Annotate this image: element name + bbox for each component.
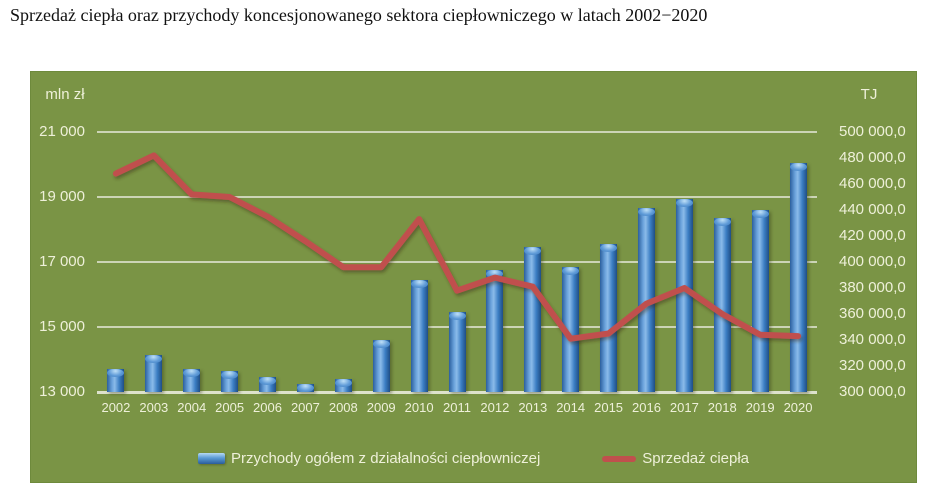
x-axis-tick-label: 2013 xyxy=(518,400,548,415)
left-axis-title: mln zł xyxy=(45,86,85,103)
x-axis-tick-label: 2005 xyxy=(215,400,245,415)
legend-label-heat-sales: Sprzedaż ciepła xyxy=(642,450,750,467)
bar-cap xyxy=(713,218,731,227)
bar-2018 xyxy=(713,218,731,392)
left-axis-tick-label: 17 000 xyxy=(39,253,85,270)
right-axis-title: TJ xyxy=(860,86,878,103)
right-axis-tick-label: 360 000,0 xyxy=(839,305,906,322)
x-axis-tick-label: 2011 xyxy=(443,400,471,415)
right-axis-tick-label: 380 000,0 xyxy=(839,279,906,296)
bar-cap xyxy=(675,198,693,207)
gridline xyxy=(97,131,817,133)
right-axis-tick-label: 480 000,0 xyxy=(839,149,906,166)
x-axis-tick-label: 2017 xyxy=(669,400,699,415)
bar-2015 xyxy=(600,244,618,392)
bar-2011 xyxy=(448,312,466,392)
x-axis-tick-label: 2014 xyxy=(556,400,586,415)
chart-title: Sprzedaż ciepła oraz przychody koncesjon… xyxy=(10,5,708,25)
x-axis-tick-label: 2016 xyxy=(632,400,661,415)
x-axis-tick-label: 2019 xyxy=(745,400,775,415)
line-series xyxy=(112,152,802,342)
bar-2012 xyxy=(486,270,504,392)
left-axis-tick-label: 15 000 xyxy=(39,318,85,335)
bar-cap xyxy=(145,354,163,363)
bar-cap xyxy=(600,244,618,253)
x-axis-tick-label: 2002 xyxy=(101,400,131,415)
bar-2004 xyxy=(183,369,201,392)
bar-cap xyxy=(334,379,352,387)
bar-cap xyxy=(372,340,390,348)
x-axis-tick-label: 2004 xyxy=(177,400,207,415)
bar-2017 xyxy=(675,198,693,392)
legend-label-revenues: Przychody ogółem z działalności ciepłown… xyxy=(230,450,541,467)
right-axis-tick-label: 420 000,0 xyxy=(839,227,906,244)
x-axis-tick-label: 2018 xyxy=(707,400,737,415)
left-axis-tick-label: 21 000 xyxy=(39,123,85,140)
right-axis-tick-label: 500 000,0 xyxy=(839,123,906,140)
bar-2009 xyxy=(372,340,390,392)
x-axis-tick-label: 2003 xyxy=(139,400,169,415)
legend-bar-marker xyxy=(197,453,225,464)
bar-cap xyxy=(448,312,466,321)
bar-cap xyxy=(751,210,769,218)
bar-cap xyxy=(637,208,655,217)
bar-2016 xyxy=(637,208,655,392)
x-axis-tick-label: 2020 xyxy=(783,400,813,415)
x-axis-tick-label: 2007 xyxy=(290,400,320,415)
heat-sales-line xyxy=(112,152,802,342)
bar-cap xyxy=(183,369,201,378)
bar-cap xyxy=(789,162,807,171)
legend: Przychody ogółem z działalności ciepłown… xyxy=(31,450,916,467)
right-axis-tick-label: 300 000,0 xyxy=(839,383,906,400)
bar-cap xyxy=(221,370,239,379)
bar-2005 xyxy=(221,370,239,392)
legend-item-heat-sales: Sprzedaż ciepła xyxy=(602,450,749,467)
bar-2019 xyxy=(751,210,769,392)
chart-area: mln zł TJ 21 000 19 000 17 000 15 000 13 000… xyxy=(30,71,917,483)
gridline xyxy=(97,391,817,394)
bar-cap xyxy=(562,266,580,275)
x-axis-tick-label: 2009 xyxy=(366,400,396,415)
bar-cap xyxy=(296,383,314,392)
legend-line-marker xyxy=(602,455,637,462)
right-axis-tick-label: 320 000,0 xyxy=(839,357,906,374)
bar-2014 xyxy=(562,266,580,392)
bar-cap xyxy=(107,369,125,378)
bar-2006 xyxy=(259,377,277,392)
x-axis-tick-label: 2015 xyxy=(594,400,624,415)
right-axis-tick-label: 340 000,0 xyxy=(839,331,906,348)
gridline xyxy=(97,196,817,198)
bar-2008 xyxy=(334,379,352,392)
bar-2003 xyxy=(145,354,163,392)
right-axis-tick-label: 400 000,0 xyxy=(839,253,906,270)
bar-cap xyxy=(410,279,428,288)
right-axis-tick-label: 460 000,0 xyxy=(839,175,906,192)
x-axis-tick-label: 2012 xyxy=(480,400,510,415)
bar-2002 xyxy=(107,369,125,392)
left-axis-tick-label: 13 000 xyxy=(39,383,85,400)
x-axis-tick-label: 2010 xyxy=(404,400,434,415)
bar-cap xyxy=(486,270,504,279)
bar-cap xyxy=(524,247,542,256)
bar-2010 xyxy=(410,279,428,392)
x-axis-tick-label: 2006 xyxy=(253,400,282,415)
legend-item-revenues: Przychody ogółem z działalności ciepłown… xyxy=(197,450,541,467)
bar-2007 xyxy=(296,383,314,392)
x-axis-tick-label: 2008 xyxy=(328,400,358,415)
left-axis-tick-label: 19 000 xyxy=(39,188,85,205)
gridline xyxy=(97,261,817,263)
right-axis-tick-label: 440 000,0 xyxy=(839,201,906,218)
bar-cap xyxy=(259,377,277,386)
